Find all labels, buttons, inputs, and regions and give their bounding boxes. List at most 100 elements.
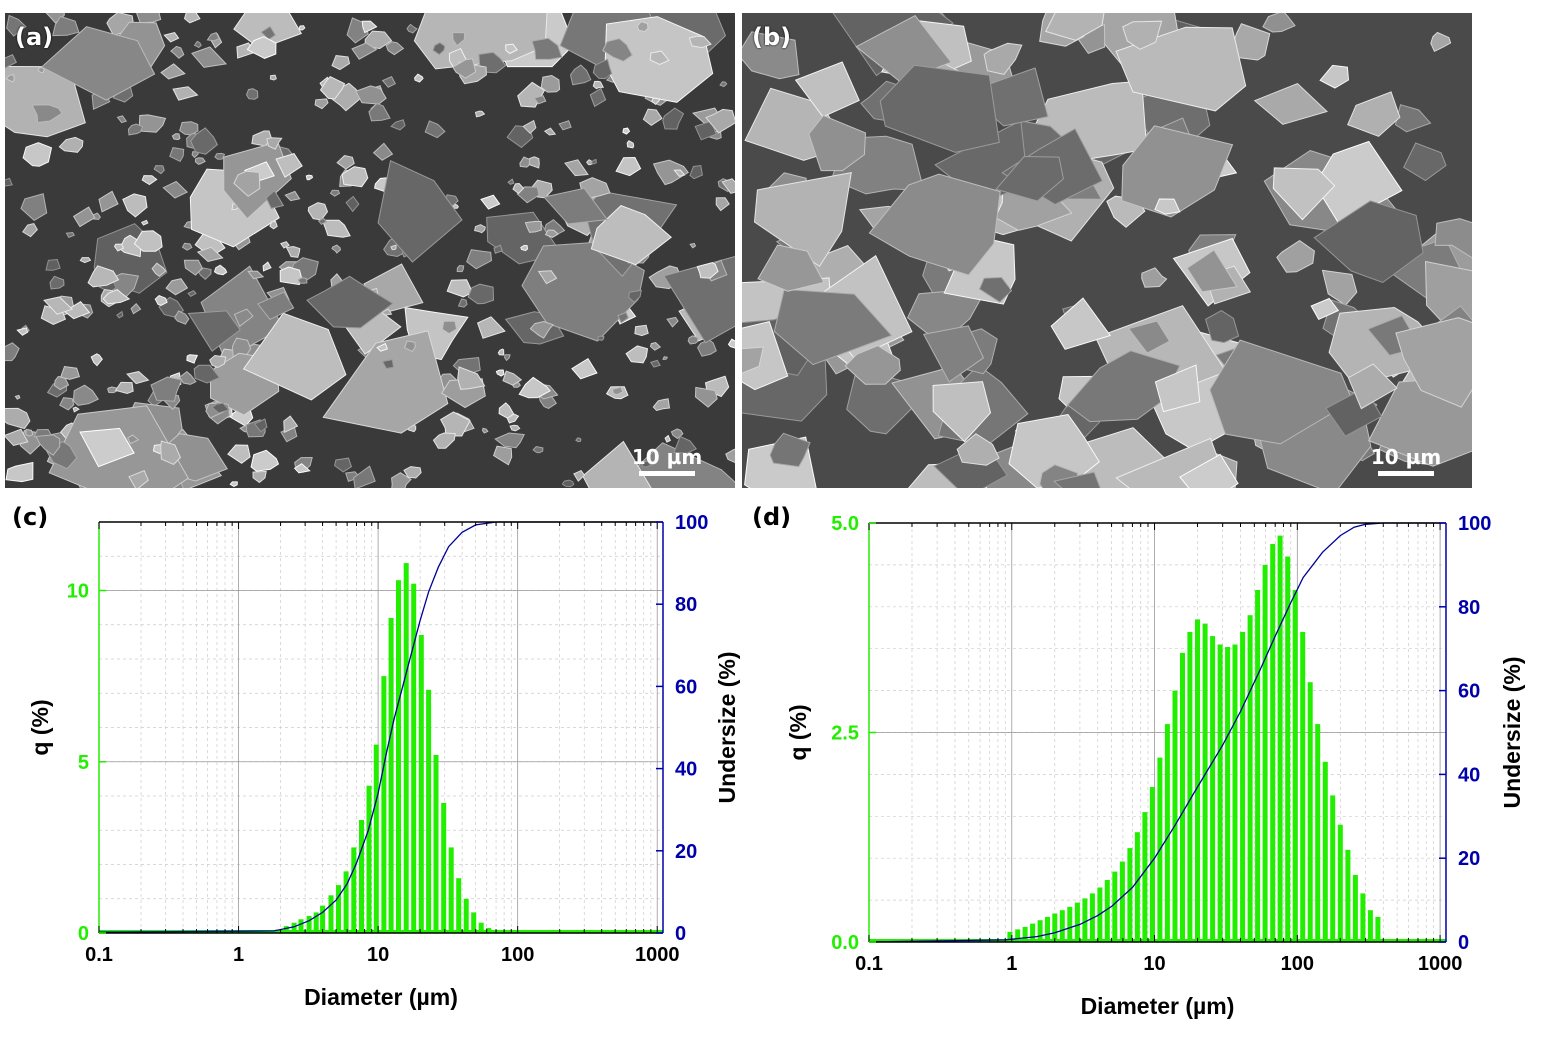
sem-particle bbox=[1321, 269, 1358, 306]
sem-particle bbox=[432, 432, 456, 449]
sem-particle bbox=[492, 445, 513, 466]
sem-particle bbox=[507, 178, 515, 185]
sem-particle bbox=[922, 325, 985, 383]
histogram-bar bbox=[1330, 795, 1336, 942]
sem-particle bbox=[414, 73, 424, 83]
sem-particle bbox=[242, 312, 347, 401]
histogram-bar bbox=[1292, 590, 1298, 942]
histogram-bar bbox=[1217, 644, 1223, 942]
sem-particle bbox=[794, 61, 860, 118]
sem-particle bbox=[136, 13, 162, 24]
sem-particle bbox=[662, 107, 685, 130]
sem-particle bbox=[336, 155, 355, 170]
sem-particle bbox=[178, 370, 197, 385]
sem-particle bbox=[694, 386, 718, 408]
sem-particle bbox=[65, 231, 76, 239]
panel-label-c: (c) bbox=[12, 503, 49, 531]
histogram-bar bbox=[1375, 916, 1381, 942]
sem-particle bbox=[558, 120, 572, 131]
sem-particle bbox=[102, 289, 131, 305]
histogram-bar bbox=[291, 922, 297, 933]
panel-label-a: (a) bbox=[15, 23, 54, 51]
sem-particle bbox=[1276, 239, 1315, 273]
histogram-bar bbox=[1255, 590, 1261, 942]
sem-particle bbox=[43, 296, 74, 315]
sem-particle bbox=[1115, 26, 1247, 112]
sem-particle bbox=[351, 42, 378, 60]
sem-particle bbox=[372, 142, 394, 161]
sem-particle bbox=[544, 229, 559, 238]
y-left-tick-label: 5.0 bbox=[831, 513, 859, 535]
sem-particle bbox=[98, 190, 119, 213]
sem-particle bbox=[480, 194, 501, 210]
sem-particle bbox=[250, 449, 280, 472]
histogram-bar bbox=[1007, 931, 1013, 942]
sem-particle bbox=[602, 37, 633, 62]
histogram-bar bbox=[403, 563, 409, 933]
histogram-bar bbox=[1180, 652, 1185, 942]
sem-particle bbox=[742, 321, 789, 391]
sem-particle bbox=[196, 246, 224, 263]
sem-particle bbox=[165, 278, 189, 296]
sem-micrograph-b bbox=[742, 13, 1472, 488]
sem-particle bbox=[543, 127, 557, 136]
histogram-bar bbox=[1149, 787, 1155, 942]
sem-particle bbox=[209, 354, 227, 369]
sem-particle bbox=[978, 276, 1013, 303]
histogram-bar bbox=[1270, 544, 1276, 942]
sem-particle bbox=[589, 87, 607, 108]
sem-particle bbox=[456, 264, 465, 273]
histogram-bar bbox=[1225, 647, 1231, 942]
sem-particle bbox=[533, 95, 547, 105]
histogram-bar bbox=[1307, 682, 1313, 942]
sem-particle bbox=[474, 110, 486, 118]
sem-particle bbox=[1154, 364, 1201, 413]
sem-particle bbox=[116, 115, 127, 124]
sem-particle bbox=[725, 448, 735, 464]
sem-particle bbox=[306, 275, 394, 329]
histogram-bar bbox=[313, 912, 319, 933]
sem-particle bbox=[742, 31, 800, 80]
sem-particle bbox=[512, 182, 525, 195]
sem-particle bbox=[649, 342, 662, 351]
sem-particle bbox=[641, 460, 653, 468]
sem-particle bbox=[190, 127, 219, 155]
sem-particle bbox=[753, 171, 852, 268]
sem-particle bbox=[275, 153, 303, 178]
sem-particle bbox=[229, 481, 238, 487]
sem-particle bbox=[1050, 297, 1112, 350]
sem-particle bbox=[361, 20, 378, 34]
sem-particle bbox=[116, 310, 124, 319]
sem-particle bbox=[452, 31, 466, 47]
sem-particle bbox=[956, 433, 1000, 466]
sem-particle bbox=[331, 55, 351, 71]
sem-particle bbox=[206, 31, 220, 42]
sem-particle bbox=[368, 102, 391, 122]
sem-particle bbox=[128, 469, 149, 488]
sem-particle bbox=[390, 244, 397, 251]
histogram-bar bbox=[1195, 619, 1200, 942]
histogram-bar bbox=[1059, 910, 1065, 942]
sem-particle bbox=[403, 340, 416, 353]
sem-particle bbox=[636, 21, 649, 33]
sem-particle bbox=[193, 40, 202, 49]
x-tick-label: 100 bbox=[501, 944, 534, 966]
sem-particle bbox=[696, 262, 719, 279]
sem-particle bbox=[265, 189, 285, 209]
y-left-axis-label: q (%) bbox=[27, 699, 53, 755]
sem-particle bbox=[364, 30, 393, 50]
sem-particle bbox=[705, 108, 735, 134]
sem-particle bbox=[498, 402, 515, 419]
sem-particle bbox=[473, 224, 486, 234]
histogram-bar bbox=[1127, 848, 1133, 942]
histogram-bar bbox=[336, 885, 341, 933]
y-right-tick-label: 80 bbox=[675, 594, 697, 616]
sem-particle bbox=[72, 406, 80, 413]
histogram-bar bbox=[1045, 916, 1050, 942]
x-tick-label: 1000 bbox=[635, 944, 680, 966]
sem-particle bbox=[187, 290, 197, 298]
sem-particle bbox=[769, 432, 811, 468]
x-axis-label: Diameter (µm) bbox=[304, 984, 458, 1010]
sem-particle bbox=[162, 180, 189, 199]
sem-particle bbox=[138, 114, 167, 133]
